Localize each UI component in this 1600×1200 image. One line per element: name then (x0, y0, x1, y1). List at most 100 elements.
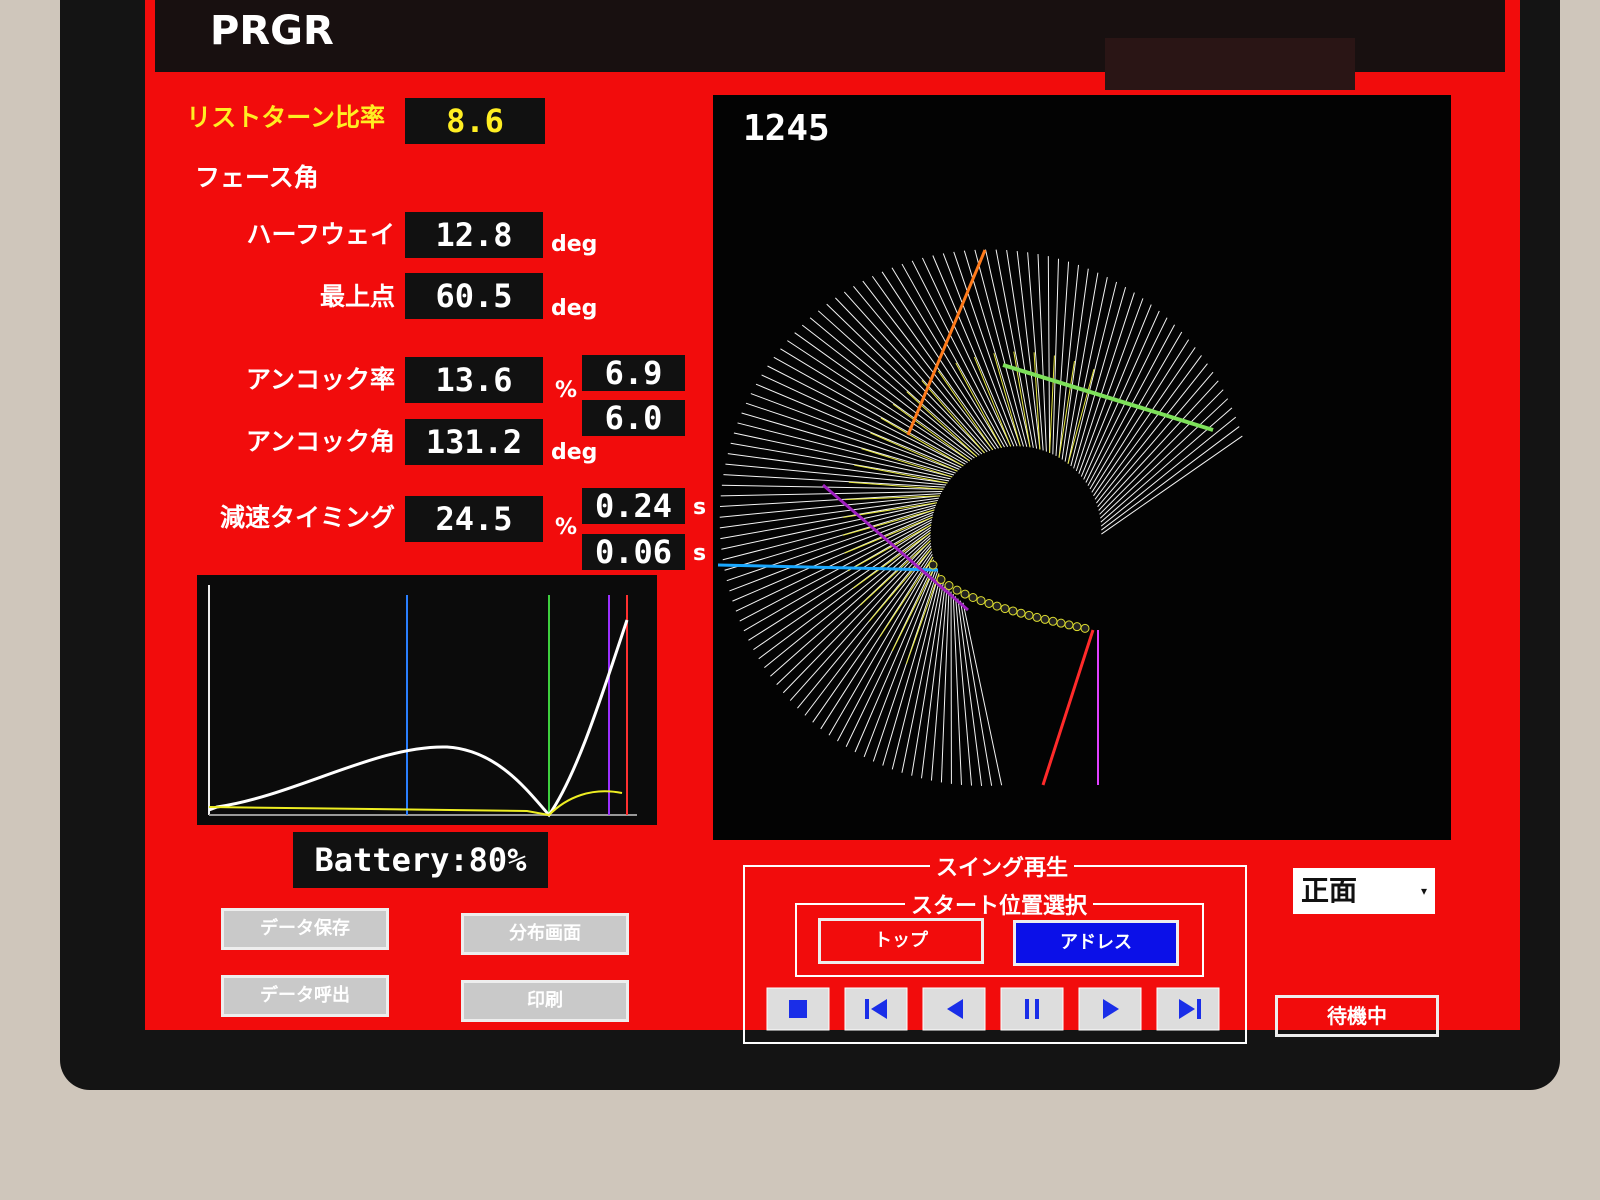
status: 待機中 (1275, 995, 1439, 1037)
side-value: 0.24 (582, 488, 685, 524)
swing-trace (1055, 261, 1070, 456)
club-trace (1058, 360, 1075, 458)
metric-value: 24.5 (405, 496, 543, 542)
swing-trace (1067, 277, 1108, 464)
hand-point (928, 560, 938, 570)
swing-trace (1083, 310, 1160, 480)
swing-trace (719, 495, 940, 518)
swing-trace (837, 559, 935, 742)
club-trace (905, 573, 940, 665)
first-button[interactable] (844, 987, 908, 1031)
metric-label: 最上点 (319, 282, 395, 311)
swing-trace (845, 562, 936, 747)
hand-point (1024, 610, 1034, 620)
swing-trace (835, 297, 985, 454)
club-halfway (1002, 363, 1214, 432)
club-trace (847, 524, 932, 572)
swing-trace (921, 257, 1012, 447)
metric-value: 12.8 (405, 212, 543, 258)
stop-button[interactable] (766, 987, 830, 1031)
club-decel (822, 483, 969, 612)
pause-button[interactable] (1000, 987, 1064, 1031)
timing-graph (197, 575, 657, 825)
club-trace (1049, 355, 1055, 453)
view-select[interactable]: 正面 ▾ (1293, 868, 1435, 914)
club-trace (868, 548, 932, 622)
metric-label: アンコック率 (245, 365, 395, 394)
address-button[interactable]: アドレス (1013, 920, 1179, 966)
swing-trace (930, 586, 948, 781)
blank-field (1105, 38, 1355, 90)
swing-trace (773, 356, 966, 465)
club-trace (844, 516, 933, 554)
unit: s (693, 541, 707, 566)
metric-value: 131.2 (405, 419, 543, 465)
last-button[interactable] (1156, 987, 1220, 1031)
print-button[interactable]: 印刷 (461, 980, 629, 1022)
hand-point (976, 596, 986, 606)
swing-trace (901, 578, 943, 773)
swing-trace (911, 260, 1009, 447)
swing-trace (719, 493, 942, 508)
swing-trace (828, 556, 934, 736)
hand-point (1072, 622, 1082, 632)
swing-trace (1061, 268, 1089, 460)
swing-trace (787, 340, 971, 462)
club-trace (861, 448, 953, 478)
swing-trace (794, 332, 973, 460)
swing-trace (1085, 317, 1168, 483)
start-title: スタート位置選択 (905, 888, 1094, 920)
swing-trace (801, 324, 975, 459)
distribution-button[interactable]: 分布画面 (461, 913, 629, 955)
club-trace (852, 532, 931, 589)
section-label: フェース角 (195, 163, 319, 192)
club-trace (848, 481, 944, 490)
swing-trace (882, 573, 940, 766)
swing-trace (820, 553, 933, 730)
back-button[interactable] (922, 987, 986, 1031)
play-button[interactable] (1078, 987, 1142, 1031)
swing-trace (843, 291, 988, 453)
graph-bg (197, 575, 657, 825)
club-release (717, 563, 939, 572)
swing-trace (729, 511, 934, 592)
club-trace (880, 417, 964, 467)
swing-trace (1080, 304, 1152, 477)
swing-trace (957, 598, 983, 786)
swing-trace (942, 253, 1018, 447)
swing-trace (719, 497, 939, 529)
club-impact (1041, 629, 1095, 786)
graph-curve (208, 619, 629, 818)
swing-trace (720, 499, 938, 540)
swing-trace (727, 453, 948, 484)
hand-point (952, 585, 962, 595)
save-button[interactable]: データ保存 (221, 908, 389, 950)
swing-trace (804, 548, 932, 716)
swing-trace (940, 589, 950, 783)
swing-trace (932, 255, 1015, 447)
hand-point (1008, 606, 1018, 616)
swing-trace (1101, 435, 1243, 535)
swing-trace (732, 514, 934, 602)
swing-trace (1075, 292, 1135, 472)
swing-trace (826, 303, 983, 455)
graph-curve (208, 790, 623, 817)
unit: deg (551, 232, 598, 257)
swing-trace (725, 463, 947, 486)
swing-trace (739, 519, 933, 622)
club-trace (1067, 368, 1095, 464)
swing-trace (995, 249, 1034, 448)
unit: % (555, 515, 578, 540)
load-button[interactable]: データ呼出 (221, 975, 389, 1017)
top-button[interactable]: トップ (818, 918, 984, 964)
playback-title: スイング再生 (930, 850, 1075, 882)
swing-trace (1100, 407, 1233, 523)
club-trace (906, 391, 978, 458)
swing-trace (761, 374, 962, 469)
side-value: 6.9 (582, 355, 685, 391)
club-trace (921, 380, 985, 454)
hand-point (984, 598, 994, 608)
club-trace (973, 356, 1012, 447)
swing-trace (767, 365, 964, 467)
